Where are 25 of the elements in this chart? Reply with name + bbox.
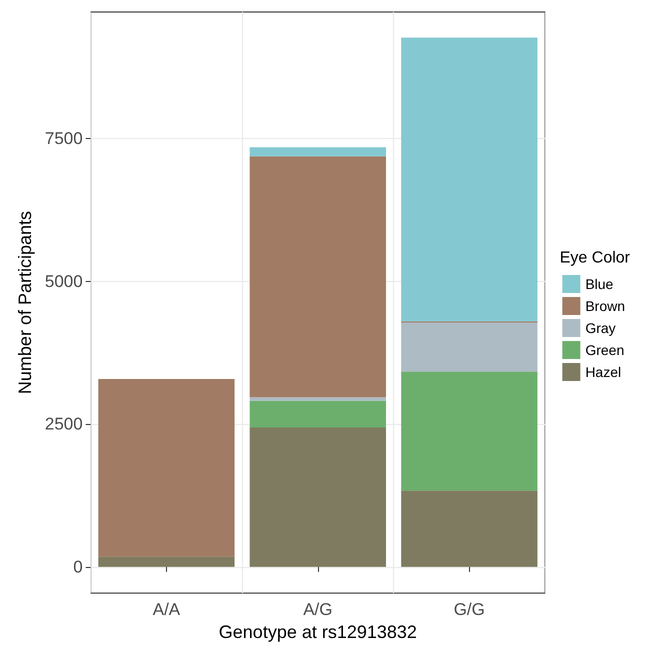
y-tick-label: 5000	[44, 272, 83, 291]
y-axis-title: Number of Participants	[15, 211, 35, 394]
bar	[98, 556, 235, 567]
legend-label: Gray	[585, 320, 616, 336]
legend-label: Blue	[585, 276, 614, 292]
x-tick-label: A/G	[303, 600, 333, 620]
bar	[250, 156, 386, 398]
bar	[401, 490, 538, 567]
y-tick-label: 2500	[44, 414, 83, 434]
bar	[250, 428, 386, 567]
bar	[401, 38, 538, 322]
legend-label: Hazel	[585, 364, 622, 380]
x-tick-label: G/G	[454, 600, 485, 620]
y-tick-label: 7500	[44, 129, 83, 148]
y-tick-label: 0	[73, 557, 83, 576]
bar	[250, 400, 386, 428]
legend-title: Eye Color	[560, 250, 631, 266]
bar	[98, 379, 235, 557]
legend-label: Brown	[585, 298, 626, 314]
x-axis-title: Genotype at rs12913832	[218, 622, 417, 642]
bar	[250, 147, 386, 156]
bar	[401, 322, 538, 372]
bar	[401, 372, 538, 491]
x-tick-label: A/A	[152, 600, 181, 620]
legend-label: Green	[585, 342, 624, 358]
